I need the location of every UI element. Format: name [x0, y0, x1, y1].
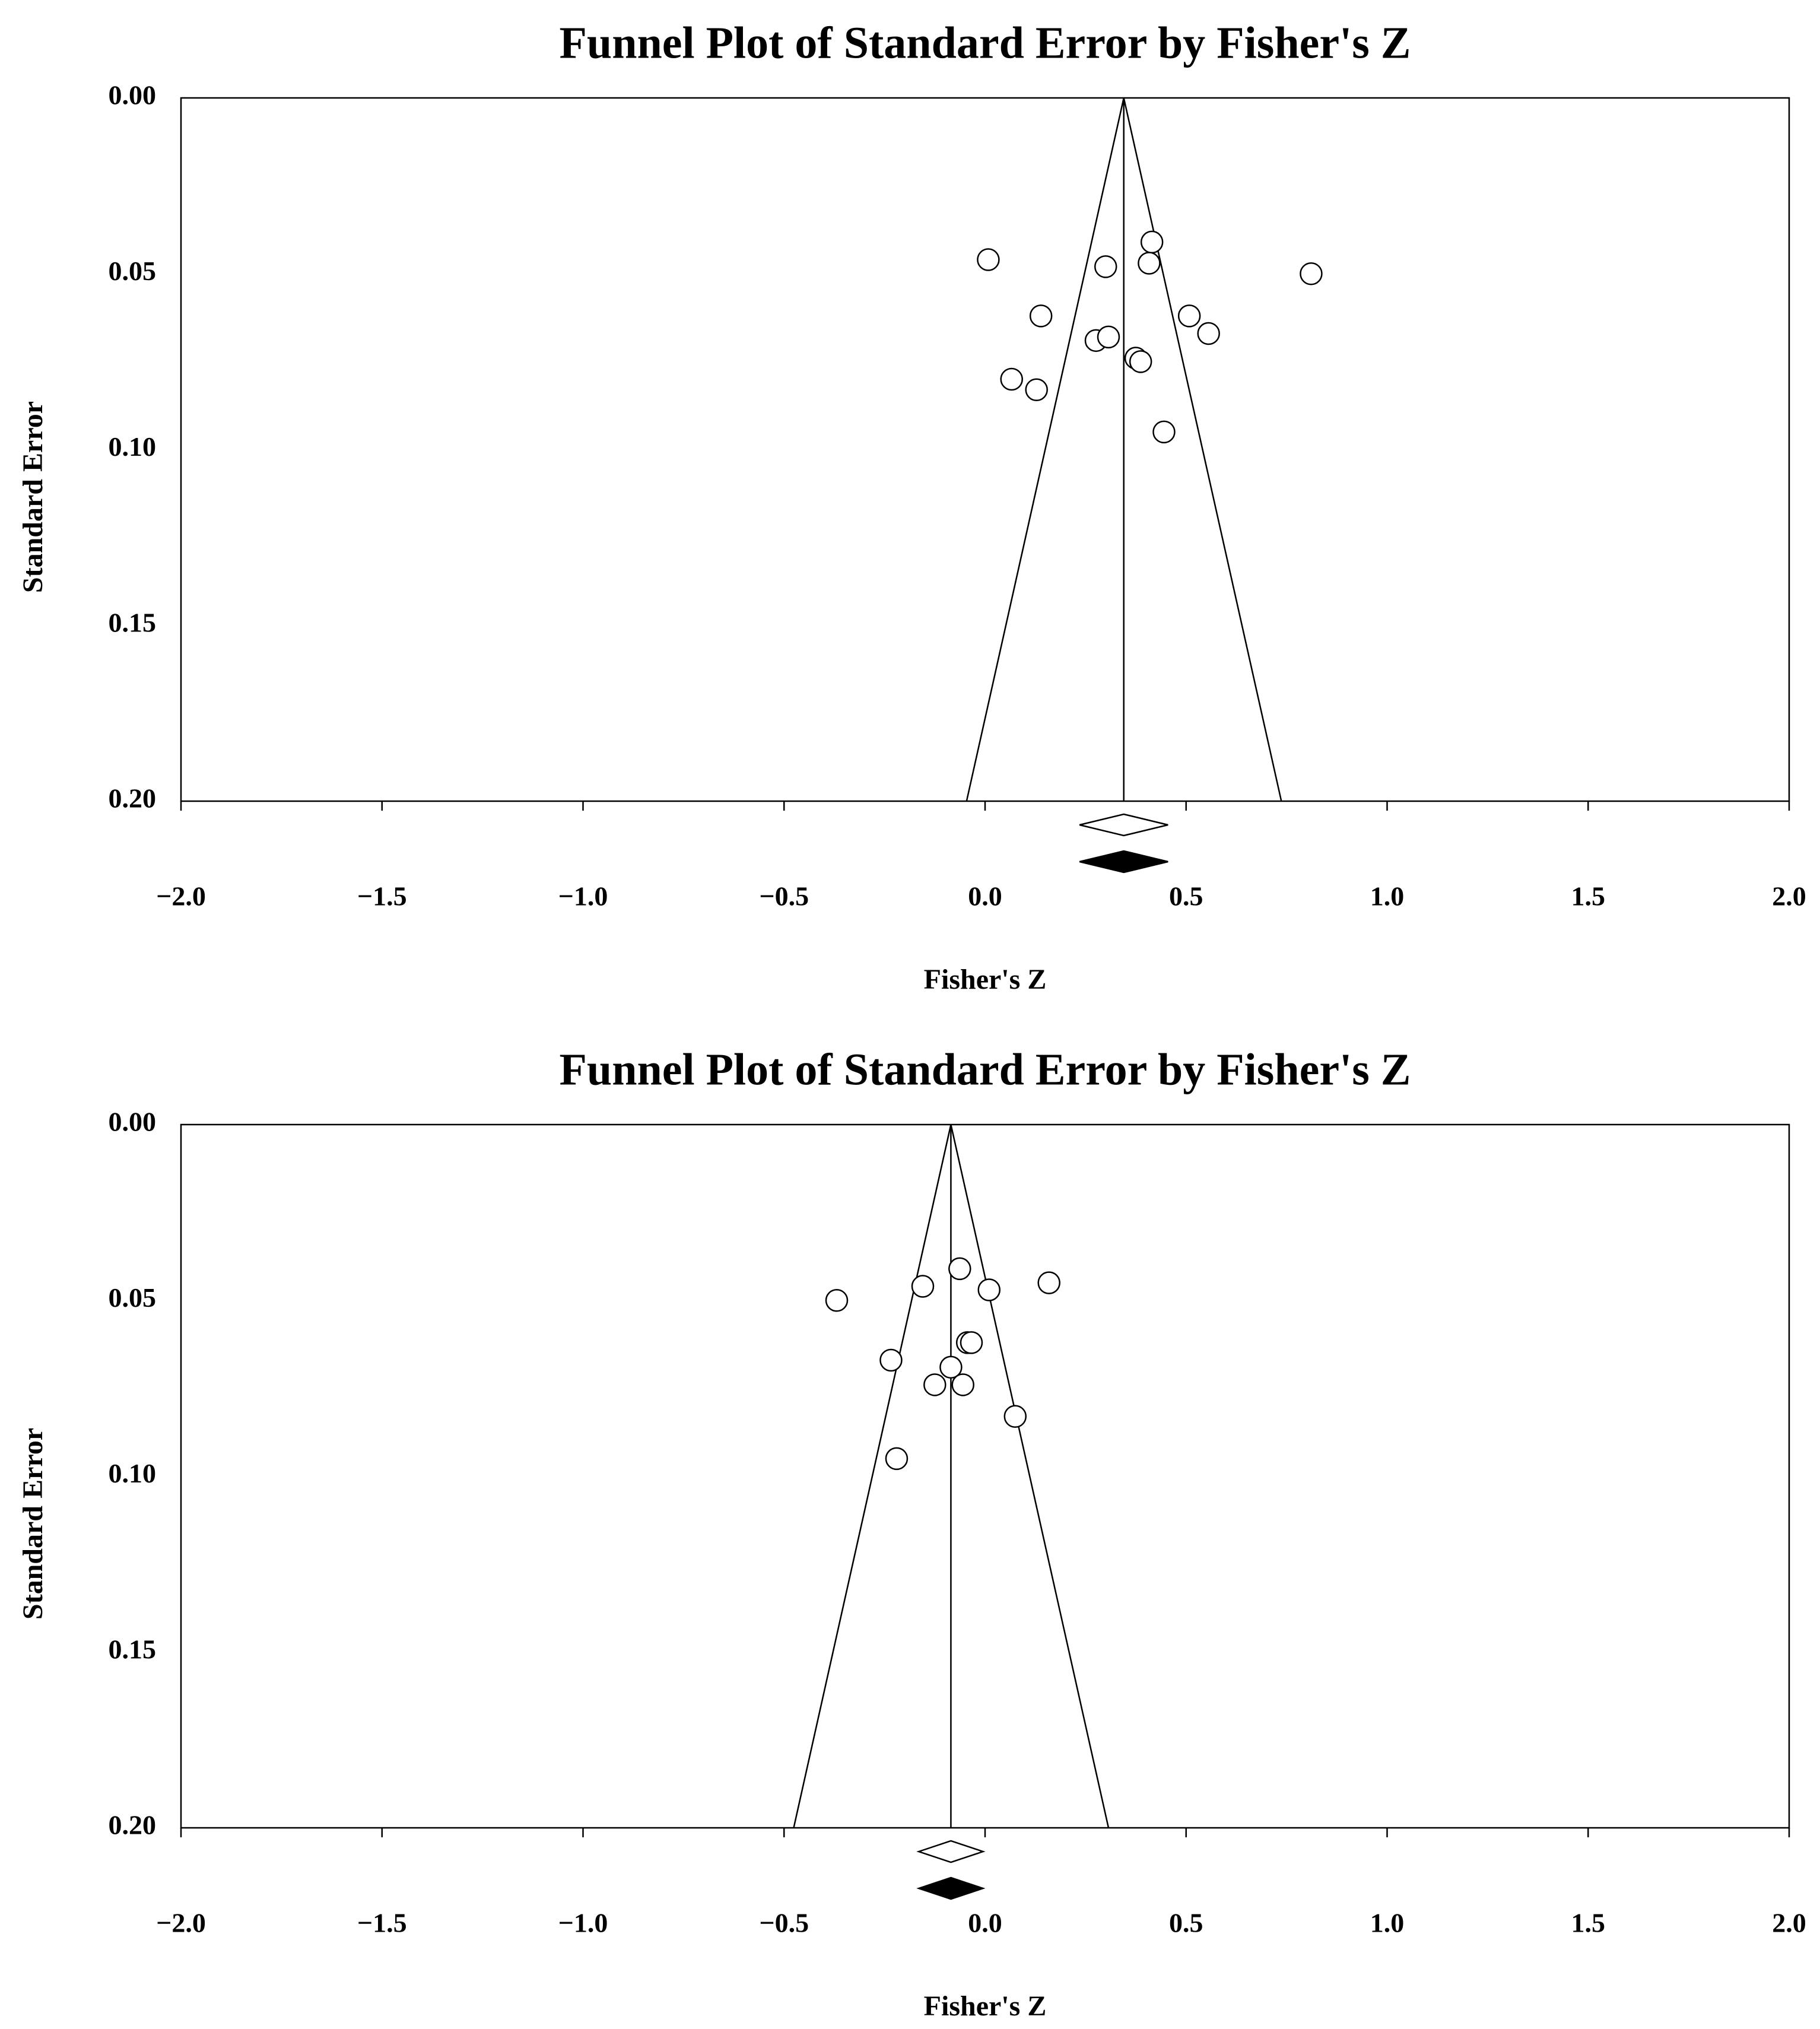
x-tick-label: 1.0	[1370, 1908, 1405, 1938]
study-point	[1097, 325, 1120, 349]
adjusted-effect-diamond	[916, 1876, 986, 1900]
adjusted-effect-diamond	[1079, 850, 1168, 874]
study-point	[911, 1275, 935, 1298]
funnel-plot-2: Funnel Plot of Standard Error by Fisher'…	[17, 1044, 1806, 2022]
study-point	[1140, 230, 1164, 254]
study-point	[825, 1289, 849, 1312]
funnel-right-line	[950, 1124, 1110, 1828]
x-tick-label: 1.0	[1370, 881, 1405, 912]
y-tick-label: 0.05	[109, 1282, 157, 1313]
y-tick-label: 0.00	[109, 1107, 157, 1137]
x-tick-label: 0.0	[968, 881, 1002, 912]
plot-frame	[180, 1123, 1790, 1829]
x-tick-label: −1.0	[558, 881, 608, 912]
study-point	[1025, 378, 1048, 402]
study-point	[885, 1447, 909, 1471]
x-tick-label: −2.0	[156, 881, 206, 912]
x-tick-label: −0.5	[759, 1908, 809, 1938]
observed-effect-diamond	[1079, 813, 1168, 837]
chart-title: Funnel Plot of Standard Error by Fisher'…	[560, 1044, 1411, 1094]
study-point	[951, 1373, 974, 1396]
x-tick-label: 1.5	[1571, 881, 1606, 912]
x-axis-label: Fisher's Z	[924, 1990, 1047, 2022]
study-point	[1197, 322, 1220, 345]
study-point	[1029, 304, 1053, 328]
x-tick-label: 2.0	[1772, 1908, 1806, 1938]
study-point	[1152, 420, 1176, 444]
x-tick-label: −1.5	[357, 881, 407, 912]
chart-title: Funnel Plot of Standard Error by Fisher'…	[560, 18, 1411, 68]
x-tick-label: 0.5	[1169, 1908, 1203, 1938]
funnel-plot-1: Funnel Plot of Standard Error by Fisher'…	[17, 18, 1806, 995]
funnel-right-line	[1123, 97, 1282, 802]
y-tick-label: 0.10	[109, 431, 157, 462]
x-tick-label: −1.0	[558, 1908, 608, 1938]
study-point	[948, 1257, 971, 1281]
y-tick-label: 0.20	[109, 1810, 157, 1840]
study-point	[1300, 262, 1323, 285]
study-point	[1003, 1405, 1027, 1428]
study-point	[939, 1355, 963, 1379]
observed-effect-diamond	[916, 1840, 986, 1863]
x-tick-label: −0.5	[759, 881, 809, 912]
study-point	[1129, 350, 1152, 373]
study-point	[960, 1331, 983, 1354]
study-point	[1094, 255, 1117, 278]
y-tick-label: 0.15	[109, 607, 157, 637]
study-point	[977, 248, 1000, 271]
y-axis-label: Standard Error	[17, 401, 49, 593]
y-tick-label: 0.20	[109, 783, 157, 814]
y-tick-label: 0.05	[109, 256, 157, 286]
study-point	[923, 1373, 946, 1396]
study-point	[1177, 304, 1201, 328]
x-tick-label: 2.0	[1772, 881, 1806, 912]
y-axis-label: Standard Error	[17, 1428, 49, 1620]
y-tick-label: 0.10	[109, 1458, 157, 1488]
study-point	[1138, 252, 1161, 275]
x-tick-label: −2.0	[156, 1908, 206, 1938]
y-tick-label: 0.15	[109, 1634, 157, 1664]
x-tick-label: −1.5	[357, 1908, 407, 1938]
x-tick-label: 0.0	[968, 1908, 1002, 1938]
study-point	[1000, 367, 1023, 391]
x-tick-label: 1.5	[1571, 1908, 1606, 1938]
study-point	[1037, 1271, 1060, 1294]
study-point	[977, 1278, 1001, 1301]
plot-frame	[180, 97, 1790, 802]
y-tick-label: 0.00	[109, 80, 157, 110]
funnel-left-line	[793, 1124, 952, 1828]
study-point	[879, 1348, 903, 1372]
funnel-left-line	[965, 97, 1125, 802]
x-axis-label: Fisher's Z	[924, 964, 1047, 995]
x-tick-label: 0.5	[1169, 881, 1203, 912]
